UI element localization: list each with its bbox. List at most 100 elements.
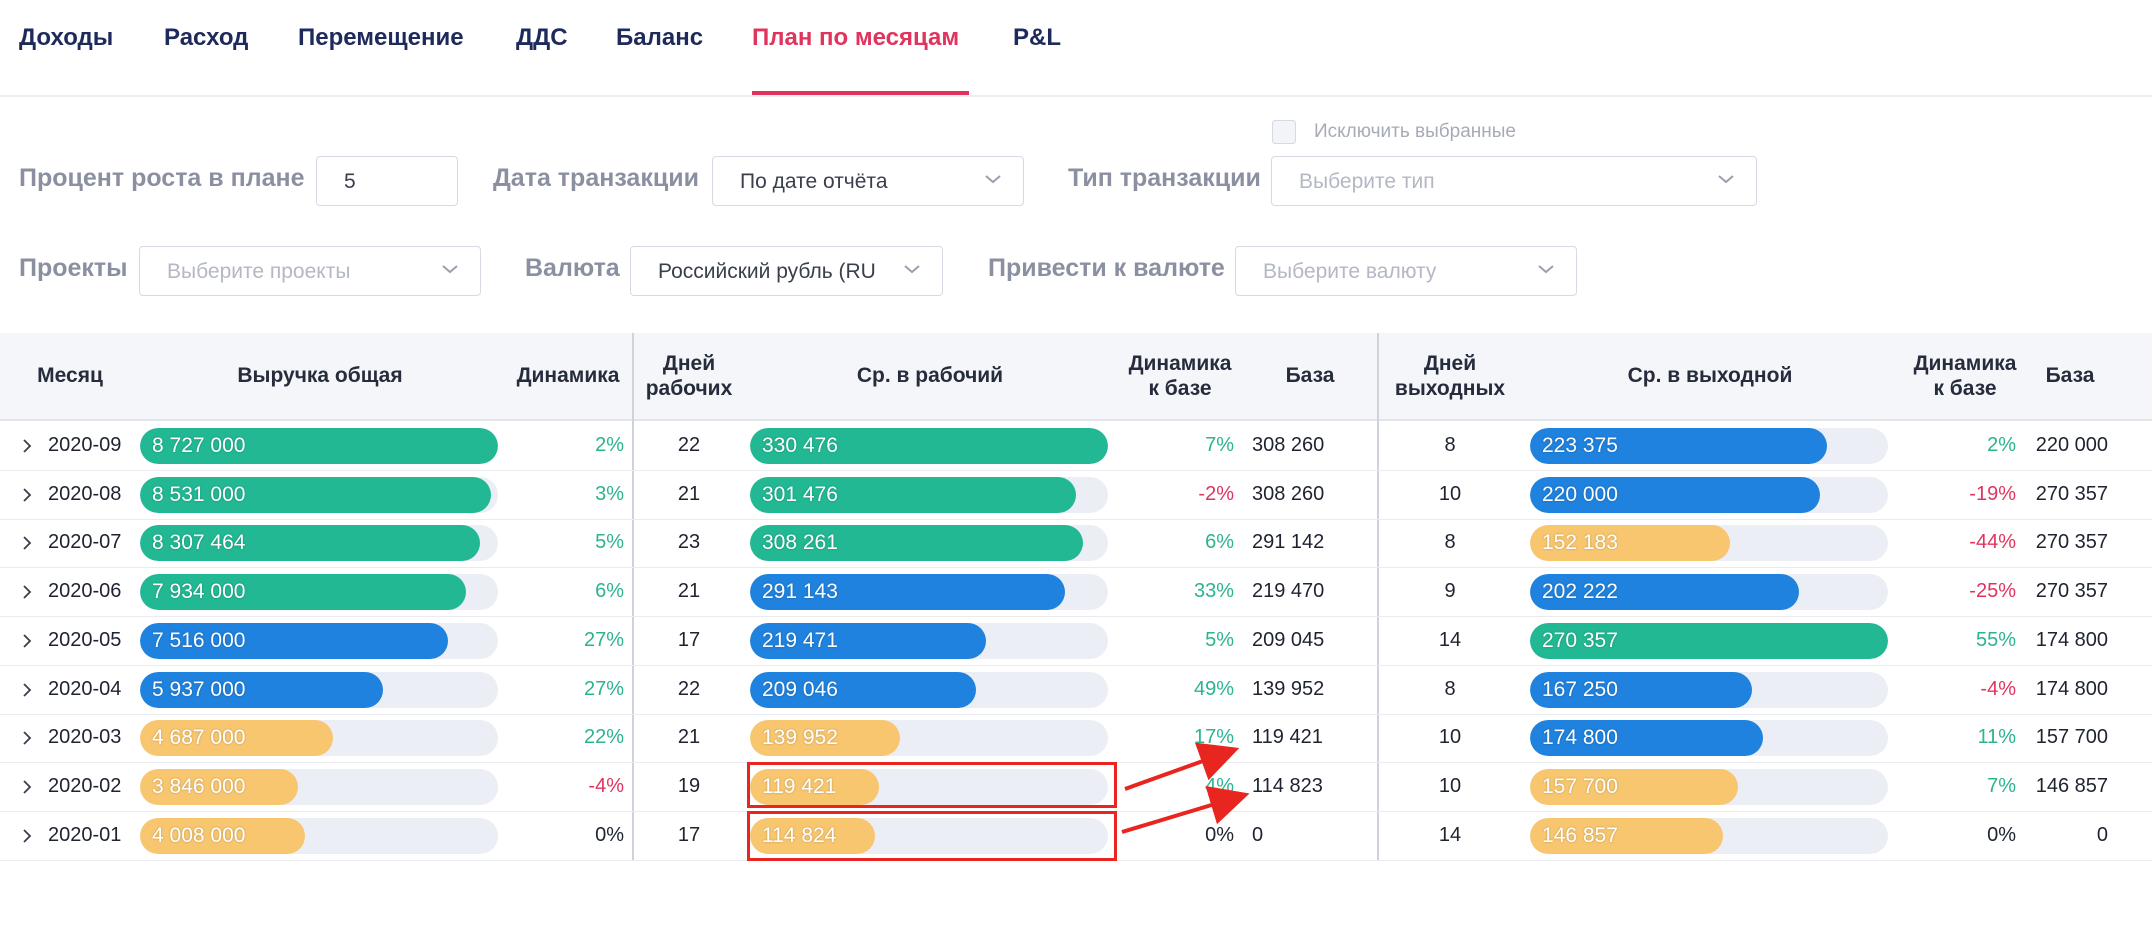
chevron-right-icon[interactable] bbox=[20, 634, 34, 648]
transaction-date-select[interactable]: По дате отчёта bbox=[712, 156, 1024, 206]
month-cell: 2020-08 bbox=[48, 483, 122, 505]
col-month[interactable]: Месяц bbox=[37, 364, 103, 387]
table-header: Месяц Выручка общая Динамика Дней рабочи… bbox=[0, 333, 2152, 421]
avg-weekend-bar-fill bbox=[1530, 428, 1827, 464]
workdays-cell: 21 bbox=[677, 580, 701, 602]
chevron-right-icon[interactable] bbox=[20, 585, 34, 599]
month-cell: 2020-09 bbox=[48, 434, 122, 456]
transaction-date-label: Дата транзакции bbox=[493, 164, 699, 192]
chevron-right-icon[interactable] bbox=[20, 780, 34, 794]
tab-cashflow[interactable]: ДДС bbox=[516, 24, 568, 51]
col-base-weekend[interactable]: База bbox=[2045, 364, 2095, 387]
chevron-right-icon[interactable] bbox=[20, 439, 34, 453]
dyn-base-weekend-cell: -44% bbox=[1969, 531, 2016, 553]
revenue-bar-fill bbox=[140, 769, 298, 805]
base-workday-cell: 219 470 bbox=[1252, 580, 1325, 602]
col-dynamics[interactable]: Динамика bbox=[516, 364, 620, 387]
tab-expense[interactable]: Расход bbox=[164, 24, 249, 51]
month-cell: 2020-02 bbox=[48, 775, 122, 797]
avg-weekend-bar-fill bbox=[1530, 720, 1763, 756]
base-weekend-cell: 270 357 bbox=[2035, 580, 2108, 602]
dyn-base-workday-cell: 0% bbox=[1205, 824, 1234, 846]
dynamics-cell: 2% bbox=[595, 434, 624, 456]
col-weekend-days[interactable]: Дней выходных bbox=[1385, 351, 1515, 401]
revenue-bar-value: 4 687 000 bbox=[152, 726, 246, 749]
col-dyn-base-workday[interactable]: Динамика к базе bbox=[1118, 351, 1242, 401]
currency-select[interactable]: Российский рубль (RU bbox=[630, 246, 943, 296]
revenue-bar: 4 687 000 bbox=[140, 720, 498, 756]
chevron-right-icon[interactable] bbox=[20, 488, 34, 502]
chevron-right-icon[interactable] bbox=[20, 731, 34, 745]
month-cell: 2020-03 bbox=[48, 726, 122, 748]
col-revenue[interactable]: Выручка общая bbox=[237, 364, 403, 387]
table-row[interactable]: 2020-03 4 687 000 22% 21 139 952 17% 119… bbox=[0, 714, 2152, 763]
revenue-bar-value: 5 937 000 bbox=[152, 678, 246, 701]
base-workday-cell: 139 952 bbox=[1252, 678, 1325, 700]
month-cell: 2020-06 bbox=[48, 580, 122, 602]
revenue-bar-fill bbox=[140, 428, 498, 464]
transaction-type-label: Тип транзакции bbox=[1068, 164, 1261, 192]
dyn-base-weekend-cell: -4% bbox=[1980, 678, 2016, 700]
revenue-bar-fill bbox=[140, 477, 491, 513]
avg-weekend-bar-value: 167 250 bbox=[1542, 678, 1618, 701]
dyn-base-workday-cell: 17% bbox=[1193, 726, 1234, 748]
table-row[interactable]: 2020-06 7 934 000 6% 21 291 143 33% 219 … bbox=[0, 568, 2152, 617]
exclude-selected-checkbox[interactable] bbox=[1272, 120, 1296, 144]
tab-transfer[interactable]: Перемещение bbox=[298, 24, 464, 51]
table-row[interactable]: 2020-08 8 531 000 3% 21 301 476 -2% 308 … bbox=[0, 471, 2152, 520]
base-workday-cell: 119 421 bbox=[1252, 726, 1323, 748]
dynamics-cell: -4% bbox=[588, 775, 624, 797]
dyn-base-weekend-cell: 11% bbox=[1977, 726, 2016, 748]
avg-weekend-bar-fill bbox=[1530, 574, 1799, 610]
table-row[interactable]: 2020-01 4 008 000 0% 17 114 824 0% 0 14 … bbox=[0, 812, 2152, 861]
growth-percent-input[interactable]: 5 bbox=[316, 156, 458, 206]
chevron-right-icon[interactable] bbox=[20, 829, 34, 843]
tab-monthly-plan[interactable]: План по месяцам bbox=[752, 24, 960, 51]
transaction-type-placeholder: Выберите тип bbox=[1299, 170, 1435, 193]
chevron-right-icon[interactable] bbox=[20, 536, 34, 550]
col-workdays-line1: Дней bbox=[662, 352, 716, 375]
avg-weekend-bar: 270 357 bbox=[1530, 623, 1888, 659]
col-avg-weekend[interactable]: Ср. в выходной bbox=[1627, 364, 1793, 387]
table-row[interactable]: 2020-05 7 516 000 27% 17 219 471 5% 209 … bbox=[0, 617, 2152, 666]
col-workdays-line2: рабочих bbox=[645, 377, 733, 400]
workdays-cell: 21 bbox=[677, 483, 701, 505]
month-cell: 2020-07 bbox=[48, 531, 122, 553]
avg-workday-bar-fill bbox=[750, 672, 976, 708]
chevron-right-icon[interactable] bbox=[20, 683, 34, 697]
projects-select[interactable]: Выберите проекты bbox=[139, 246, 481, 296]
revenue-bar-fill bbox=[140, 574, 466, 610]
weekend-days-cell: 10 bbox=[1438, 726, 1462, 748]
base-weekend-cell: 157 700 bbox=[2035, 726, 2108, 748]
dyn-base-weekend-cell: 55% bbox=[1975, 629, 2016, 651]
revenue-bar: 4 008 000 bbox=[140, 818, 498, 854]
table-row[interactable]: 2020-09 8 727 000 2% 22 330 476 7% 308 2… bbox=[0, 422, 2152, 471]
avg-workday-bar: 219 471 bbox=[750, 623, 1108, 659]
avg-workday-bar-value: 291 143 bbox=[762, 580, 838, 603]
tab-pnl[interactable]: P&L bbox=[1013, 24, 1061, 51]
base-weekend-cell: 270 357 bbox=[2035, 483, 2108, 505]
workdays-cell: 22 bbox=[677, 434, 701, 456]
transaction-type-select[interactable]: Выберите тип bbox=[1271, 156, 1757, 206]
avg-workday-bar-fill bbox=[750, 477, 1076, 513]
col-avg-workday[interactable]: Ср. в рабочий bbox=[856, 364, 1004, 387]
col-dyn-base-weekend[interactable]: Динамика к базе bbox=[1900, 351, 2030, 401]
dynamics-cell: 27% bbox=[583, 678, 624, 700]
active-tab-indicator bbox=[752, 91, 969, 95]
base-weekend-cell: 270 357 bbox=[2035, 531, 2108, 553]
table-row[interactable]: 2020-04 5 937 000 27% 22 209 046 49% 139… bbox=[0, 666, 2152, 715]
base-workday-cell: 209 045 bbox=[1252, 629, 1325, 651]
table-row[interactable]: 2020-07 8 307 464 5% 23 308 261 6% 291 1… bbox=[0, 519, 2152, 568]
workdays-cell: 17 bbox=[677, 629, 701, 651]
tab-income[interactable]: Доходы bbox=[19, 24, 114, 51]
avg-weekend-bar-fill bbox=[1530, 525, 1730, 561]
table-row[interactable]: 2020-02 3 846 000 -4% 19 119 421 4% 114 … bbox=[0, 763, 2152, 812]
revenue-bar-value: 7 934 000 bbox=[152, 580, 246, 603]
col-workdays[interactable]: Дней рабочих bbox=[634, 351, 744, 401]
column-divider bbox=[632, 333, 634, 860]
convert-currency-select[interactable]: Выберите валюту bbox=[1235, 246, 1577, 296]
col-base-workday[interactable]: База bbox=[1285, 364, 1335, 387]
avg-workday-bar: 308 261 bbox=[750, 525, 1108, 561]
tab-balance[interactable]: Баланс bbox=[616, 24, 704, 51]
